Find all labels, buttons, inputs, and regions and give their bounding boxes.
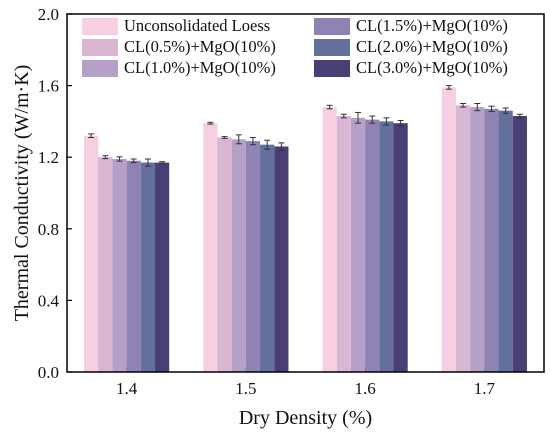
bar [155,162,170,372]
legend-swatch [82,60,118,77]
bar [484,108,499,373]
error-bars [88,85,523,167]
x-tick-label: 1.4 [116,379,138,398]
bar [217,137,232,372]
bar [231,139,246,372]
legend-swatch [314,18,350,35]
bar [350,117,366,372]
bar [126,160,141,372]
bar [140,162,156,372]
bar-groups [84,87,527,373]
bar [322,107,337,372]
bar [112,158,127,372]
y-axis-ticks: 0.0 0.4 0.8 1.2 1.6 2.0 [38,5,72,382]
bar [245,141,261,372]
bar [441,87,456,372]
legend: Unconsolidated Loess CL(0.5%)+MgO(10%) CL(… [82,16,508,77]
legend-swatch [82,39,118,56]
legend-swatch [82,18,118,35]
y-tick-label: 1.6 [38,77,59,96]
bar [498,110,513,372]
legend-label: CL(3.0%)+MgO(10%) [356,58,508,77]
legend-swatch [314,60,350,77]
bar [98,157,113,372]
x-axis-label: Dry Density (%) [239,407,372,429]
x-tick-label: 1.5 [235,379,256,398]
bar [470,107,485,372]
y-tick-label: 2.0 [38,5,59,24]
legend-label: CL(1.0%)+MgO(10%) [124,58,276,77]
legend-label: Unconsolidated Loess [124,16,270,35]
bar [393,123,408,372]
x-tick-label: 1.6 [355,379,376,398]
legend-label: CL(2.0%)+MgO(10%) [356,37,508,56]
bar [336,116,351,372]
legend-swatch [314,39,350,56]
y-tick-label: 0.4 [38,291,60,310]
bar [512,116,527,372]
legend-label: CL(0.5%)+MgO(10%) [124,37,276,56]
y-tick-label: 0.8 [38,220,59,239]
bar [84,135,99,372]
x-axis-ticks: 1.4 1.5 1.6 1.7 [116,367,496,398]
bar [203,123,218,372]
bar [455,105,471,372]
y-tick-label: 0.0 [38,363,59,382]
legend-label: CL(1.5%)+MgO(10%) [356,16,508,35]
x-tick-label: 1.7 [474,379,496,398]
plot-frame [66,13,545,373]
bar [274,146,289,372]
y-tick-label: 1.2 [38,148,59,167]
bar [379,121,394,373]
bar [365,119,380,372]
y-axis-label: Thermal Conductivity (W/m·K) [11,65,33,322]
bar [260,144,275,372]
